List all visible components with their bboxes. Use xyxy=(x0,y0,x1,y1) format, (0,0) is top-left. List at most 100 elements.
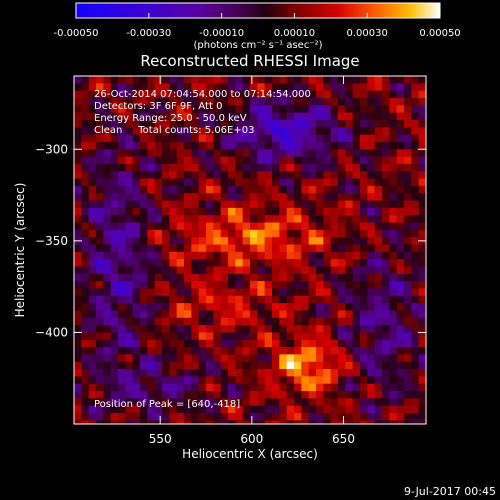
heatmap-cell xyxy=(154,361,163,370)
heatmap-cell xyxy=(389,288,398,297)
heatmap-cell xyxy=(338,295,346,304)
heatmap-cell xyxy=(382,332,390,341)
heatmap-cell xyxy=(147,171,156,180)
heatmap-cell xyxy=(301,347,310,355)
heatmap-cell xyxy=(396,420,405,424)
heatmap-cell xyxy=(169,215,178,224)
heatmap-cell xyxy=(294,200,302,209)
heatmap-cell xyxy=(176,244,185,253)
heatmap-cell xyxy=(213,83,222,92)
heatmap-cell xyxy=(88,347,97,355)
heatmap-cell xyxy=(323,295,332,304)
heatmap-cell xyxy=(301,156,310,165)
heatmap-plot: 550 600 650−300−350−400 xyxy=(35,75,427,446)
heatmap-cell xyxy=(213,200,222,209)
heatmap-cell xyxy=(169,288,178,297)
heatmap-cell xyxy=(162,303,170,311)
heatmap-cell xyxy=(132,134,141,143)
heatmap-cell xyxy=(250,97,258,106)
heatmap-cell xyxy=(352,229,361,238)
heatmap-cell xyxy=(96,222,104,231)
heatmap-cell xyxy=(103,163,112,172)
heatmap-cell xyxy=(374,405,383,414)
heatmap-cell xyxy=(404,332,412,341)
heatmap-cell xyxy=(404,325,412,333)
heatmap-cell xyxy=(360,119,368,128)
heatmap-cell xyxy=(257,325,266,333)
heatmap-cell xyxy=(184,281,192,289)
heatmap-cell xyxy=(279,171,288,180)
heatmap-cell xyxy=(206,156,214,165)
heatmap-cell xyxy=(294,303,302,311)
heatmap-cell xyxy=(352,178,361,187)
heatmap-cell xyxy=(272,266,280,275)
heatmap-cell xyxy=(88,237,97,246)
heatmap-cell xyxy=(389,105,398,114)
heatmap-cell xyxy=(140,105,148,114)
heatmap-cell xyxy=(169,178,178,187)
heatmap-cell xyxy=(110,288,119,297)
colorbar-tick-label: 0.00010 xyxy=(274,28,315,39)
heatmap-cell xyxy=(96,339,104,348)
heatmap-cell xyxy=(279,178,288,187)
heatmap-cell xyxy=(338,288,346,297)
heatmap-cell xyxy=(389,310,398,319)
heatmap-cell xyxy=(404,420,412,424)
heatmap-cell xyxy=(198,90,207,99)
heatmap-cell xyxy=(286,222,295,231)
heatmap-cell xyxy=(198,281,207,289)
heatmap-cell xyxy=(389,83,398,92)
heatmap-cell xyxy=(213,273,222,282)
heatmap-cell xyxy=(103,295,112,304)
heatmap-cell xyxy=(169,281,178,289)
heatmap-cell xyxy=(316,149,324,158)
heatmap-cell xyxy=(74,178,82,187)
heatmap-cell xyxy=(176,259,185,267)
heatmap-cells xyxy=(74,76,426,424)
heatmap-cell xyxy=(220,288,229,297)
heatmap-cell xyxy=(110,237,119,246)
heatmap-cell xyxy=(374,112,383,121)
heatmap-cell xyxy=(330,339,339,348)
heatmap-cell xyxy=(220,97,229,106)
heatmap-cell xyxy=(74,347,82,355)
heatmap-cell xyxy=(110,193,119,202)
heatmap-cell xyxy=(418,383,426,392)
heatmap-cell xyxy=(228,398,236,407)
heatmap-cell xyxy=(301,134,310,143)
heatmap-cell xyxy=(242,310,251,319)
heatmap-cell xyxy=(316,273,324,282)
heatmap-cell xyxy=(118,405,126,414)
heatmap-cell xyxy=(411,229,420,238)
heatmap-cell xyxy=(367,156,376,165)
annotation-peak-position: Position of Peak = [640,-418] xyxy=(94,399,240,410)
heatmap-cell xyxy=(154,339,163,348)
heatmap-cell xyxy=(301,332,310,341)
heatmap-cell xyxy=(301,97,310,106)
heatmap-cell xyxy=(96,141,104,150)
heatmap-cell xyxy=(154,310,163,319)
heatmap-cell xyxy=(294,229,302,238)
heatmap-cell xyxy=(162,383,170,392)
heatmap-cell xyxy=(323,200,332,209)
heatmap-cell xyxy=(118,149,126,158)
heatmap-cell xyxy=(88,354,97,363)
heatmap-cell xyxy=(316,259,324,267)
annotation-detectors: Detectors: 3F 6F 9F, Att 0 xyxy=(94,101,222,112)
heatmap-cell xyxy=(389,134,398,143)
heatmap-cell xyxy=(257,134,266,143)
heatmap-cell xyxy=(352,207,361,216)
heatmap-cell xyxy=(206,376,214,385)
heatmap-cell xyxy=(74,215,82,224)
heatmap-cell xyxy=(220,76,229,84)
heatmap-cell xyxy=(404,398,412,407)
heatmap-cell xyxy=(374,105,383,114)
heatmap-cell xyxy=(279,127,288,136)
heatmap-cell xyxy=(184,105,192,114)
heatmap-cell xyxy=(352,354,361,363)
heatmap-cell xyxy=(323,398,332,407)
heatmap-cell xyxy=(330,149,339,158)
heatmap-cell xyxy=(389,420,398,424)
heatmap-cell xyxy=(198,339,207,348)
heatmap-cell xyxy=(213,105,222,114)
